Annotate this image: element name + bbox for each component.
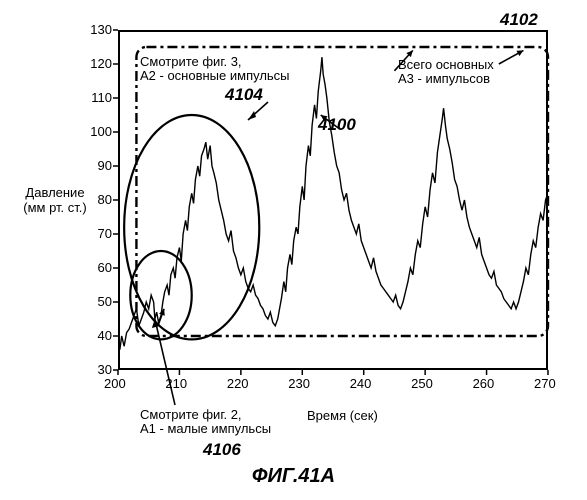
y-tick-label: 50 (80, 294, 112, 309)
y-tick-label: 70 (80, 226, 112, 241)
label-4102: 4102 (500, 10, 538, 30)
x-tick-label: 270 (534, 376, 556, 391)
y-tick-label: 80 (80, 192, 112, 207)
x-tick-label: 200 (104, 376, 126, 391)
figure-title: ФИГ.41А (0, 465, 587, 488)
y-tick-label: 60 (80, 260, 112, 275)
annotation-a2: Смотрите фиг. 3, А2 - основные импульсы (140, 55, 290, 84)
x-tick-label: 250 (411, 376, 433, 391)
y-tick-label: 100 (80, 124, 112, 139)
x-tick-label: 220 (227, 376, 249, 391)
y-tick-label: 130 (80, 22, 112, 37)
x-tick-label: 260 (473, 376, 495, 391)
x-tick-label: 230 (288, 376, 310, 391)
figure-container: Давление (мм рт. ст.) Время (сек) Смотри… (0, 0, 587, 500)
y-tick-label: 110 (80, 90, 112, 105)
y-tick-label: 90 (80, 158, 112, 173)
y-tick-label: 30 (80, 362, 112, 377)
x-axis-label: Время (сек) (307, 408, 378, 423)
annotation-a3: Всего основных А3 - импульсов (398, 58, 494, 87)
x-tick-label: 240 (350, 376, 372, 391)
y-tick-label: 120 (80, 56, 112, 71)
label-4104: 4104 (225, 85, 263, 105)
y-tick-label: 40 (80, 328, 112, 343)
y-axis-label-line2: (мм рт. ст.) (23, 200, 86, 215)
label-4100: 4100 (318, 115, 356, 135)
label-4106: 4106 (203, 440, 241, 460)
x-tick-label: 210 (165, 376, 187, 391)
annotation-a1: Смотрите фиг. 2, А1 - малые импульсы (140, 408, 271, 437)
y-axis-label-line1: Давление (25, 185, 84, 200)
